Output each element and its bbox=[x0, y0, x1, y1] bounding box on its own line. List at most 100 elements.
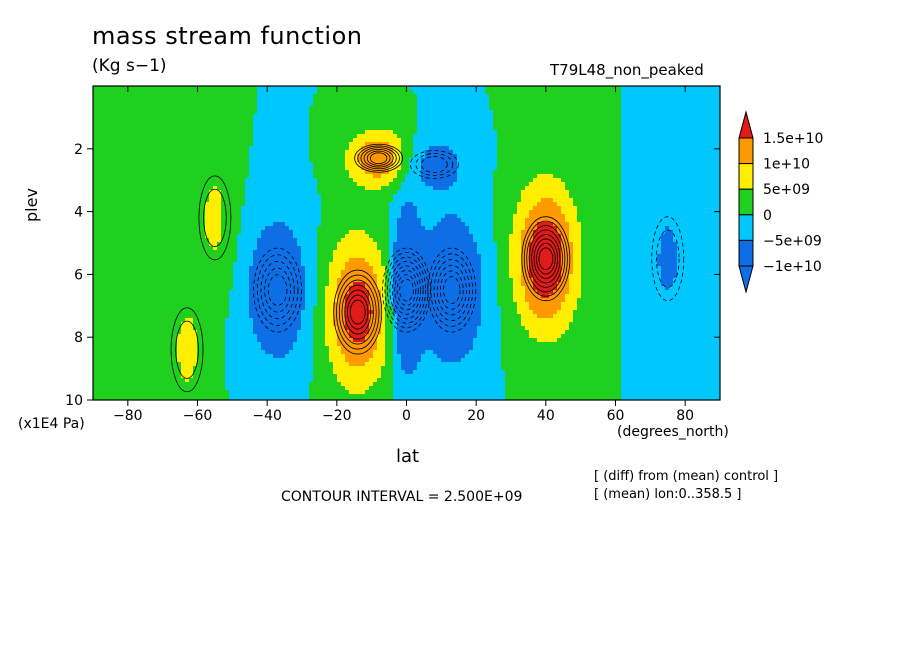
field-cell bbox=[341, 114, 345, 118]
field-cell bbox=[269, 122, 273, 126]
field-cell bbox=[589, 118, 593, 122]
field-cell bbox=[465, 178, 469, 182]
field-cell bbox=[105, 174, 109, 178]
field-cell bbox=[677, 206, 681, 210]
field-cell bbox=[565, 110, 569, 114]
field-cell bbox=[513, 190, 517, 194]
field-cell bbox=[189, 150, 193, 154]
field-cell bbox=[677, 186, 681, 190]
field-cell bbox=[145, 162, 149, 166]
field-cell bbox=[525, 158, 529, 162]
field-cell bbox=[357, 158, 361, 162]
field-cell bbox=[265, 162, 269, 166]
field-cell bbox=[145, 190, 149, 194]
field-cell bbox=[617, 162, 621, 166]
field-cell bbox=[645, 114, 649, 118]
field-cell bbox=[157, 206, 161, 210]
field-cell bbox=[669, 178, 673, 182]
field-cell bbox=[125, 206, 129, 210]
field-cell bbox=[653, 146, 657, 150]
field-cell bbox=[109, 130, 113, 134]
field-cell bbox=[373, 90, 377, 94]
field-cell bbox=[413, 94, 417, 98]
field-cell bbox=[297, 158, 301, 162]
field-cell bbox=[361, 118, 365, 122]
field-cell bbox=[689, 94, 693, 98]
field-cell bbox=[517, 198, 521, 202]
field-cell bbox=[257, 190, 261, 194]
field-cell bbox=[105, 86, 109, 90]
field-cell bbox=[577, 154, 581, 158]
field-cell bbox=[225, 98, 229, 102]
field-cell bbox=[409, 114, 413, 118]
field-cell bbox=[701, 98, 705, 102]
field-cell bbox=[497, 158, 501, 162]
field-cell bbox=[133, 162, 137, 166]
field-cell bbox=[201, 146, 205, 150]
field-cell bbox=[421, 142, 425, 146]
field-cell bbox=[417, 198, 421, 202]
field-cell bbox=[93, 190, 97, 194]
field-cell bbox=[285, 110, 289, 114]
field-cell bbox=[341, 110, 345, 114]
field-cell bbox=[341, 138, 345, 142]
field-cell bbox=[101, 94, 105, 98]
field-cell bbox=[177, 186, 181, 190]
field-cell bbox=[553, 106, 557, 110]
field-cell bbox=[413, 202, 417, 206]
field-cell bbox=[629, 190, 633, 194]
field-cell bbox=[209, 178, 213, 182]
field-cell bbox=[605, 206, 609, 210]
field-cell bbox=[449, 154, 453, 158]
field-cell bbox=[301, 86, 305, 90]
field-cell bbox=[621, 126, 625, 130]
field-cell bbox=[669, 150, 673, 154]
field-cell bbox=[681, 158, 685, 162]
field-cell bbox=[261, 198, 265, 202]
field-cell bbox=[349, 210, 353, 214]
field-cell bbox=[361, 94, 365, 98]
field-cell bbox=[145, 198, 149, 202]
field-cell bbox=[453, 122, 457, 126]
field-cell bbox=[557, 102, 561, 106]
field-cell bbox=[281, 150, 285, 154]
field-cell bbox=[685, 94, 689, 98]
field-cell bbox=[605, 202, 609, 206]
field-cell bbox=[269, 142, 273, 146]
field-cell bbox=[457, 190, 461, 194]
field-cell bbox=[713, 142, 717, 146]
field-cell bbox=[477, 102, 481, 106]
field-cell bbox=[277, 118, 281, 122]
field-cell bbox=[381, 182, 385, 186]
field-cell bbox=[445, 198, 449, 202]
field-cell bbox=[477, 98, 481, 102]
field-cell bbox=[205, 158, 209, 162]
field-cell bbox=[245, 162, 249, 166]
field-cell bbox=[553, 110, 557, 114]
field-cell bbox=[493, 94, 497, 98]
field-cell bbox=[249, 178, 253, 182]
field-cell bbox=[137, 202, 141, 206]
field-cell bbox=[513, 206, 517, 210]
field-cell bbox=[485, 174, 489, 178]
field-cell bbox=[501, 170, 505, 174]
field-cell bbox=[189, 170, 193, 174]
field-cell bbox=[545, 138, 549, 142]
field-cell bbox=[269, 158, 273, 162]
field-cell bbox=[521, 130, 525, 134]
field-cell bbox=[465, 146, 469, 150]
field-cell bbox=[489, 166, 493, 170]
field-cell bbox=[293, 194, 297, 198]
field-cell bbox=[137, 150, 141, 154]
field-cell bbox=[621, 178, 625, 182]
field-cell bbox=[93, 158, 97, 162]
field-cell bbox=[701, 118, 705, 122]
field-cell bbox=[629, 130, 633, 134]
field-cell bbox=[229, 154, 233, 158]
field-cell bbox=[437, 162, 441, 166]
field-cell bbox=[205, 106, 209, 110]
field-cell bbox=[205, 194, 209, 198]
field-cell bbox=[517, 118, 521, 122]
field-cell bbox=[633, 98, 637, 102]
field-cell bbox=[429, 170, 433, 174]
